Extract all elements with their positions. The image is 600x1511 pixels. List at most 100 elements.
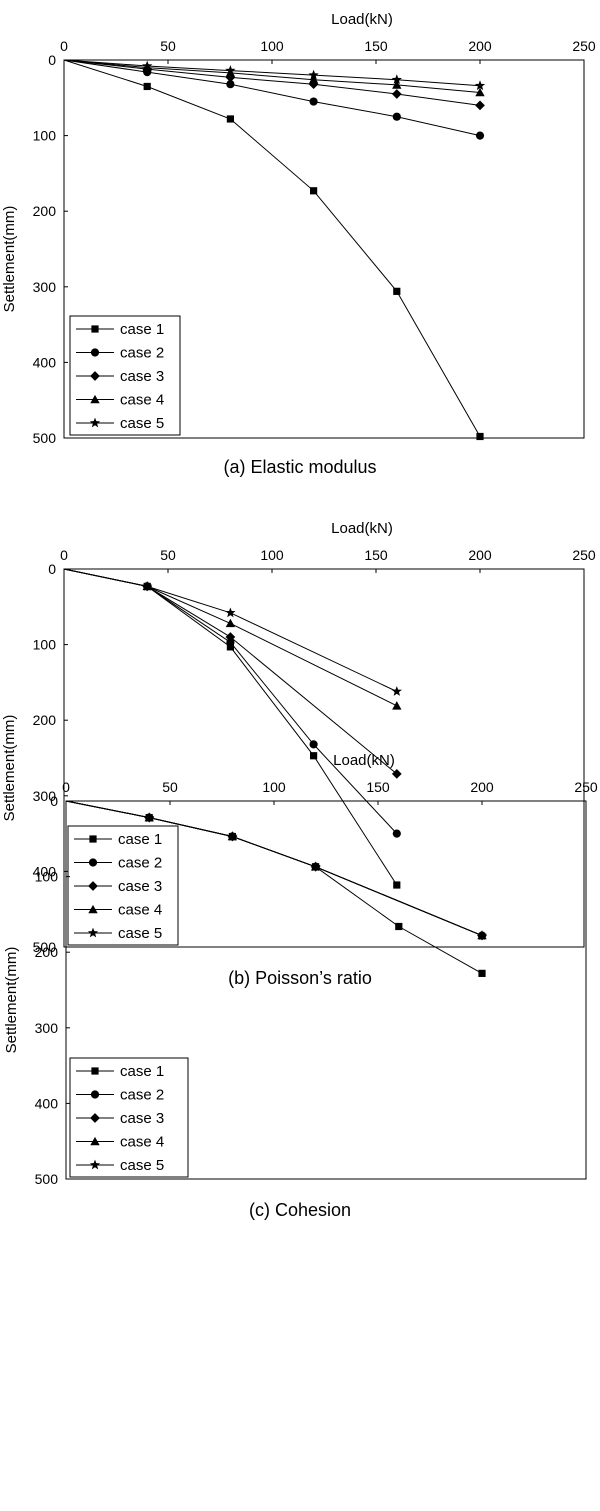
legend: case 1 case 2 case 3 case 4 case 5 [67,825,179,946]
x-tick-label: 150 [366,779,390,795]
data-point [392,701,402,710]
data-point [475,131,485,140]
legend-label: case 2 [120,1087,164,1104]
plot-frame [63,59,585,439]
legend-label: case 4 [118,902,162,919]
series-square [63,59,484,441]
x-tick-label: 150 [364,38,388,54]
y-axis-title: Settlement(mm) [1,715,18,822]
data-point [476,930,488,940]
y-tick-label: 500 [33,939,57,955]
data-point [143,82,151,91]
data-point [392,829,401,838]
legend-marker [89,1159,101,1170]
x-tick-label: 200 [470,779,494,795]
x-tick-label: 50 [162,779,178,795]
legend: case 1 case 2 case 3 case 4 case 5 [69,315,181,436]
data-point [227,831,238,841]
legend-label: case 2 [118,855,162,872]
legend-label: case 3 [120,368,164,385]
legend-marker [90,1113,100,1123]
legend-label: case 5 [120,1157,164,1174]
y-tick-label: 400 [33,863,57,879]
x-tick-label: 250 [574,779,598,795]
data-point [308,74,319,84]
caption: (a) Elastic modulus [223,457,376,477]
y-tick-label: 200 [33,203,57,219]
y-tick-label: 200 [35,944,59,960]
caption: (c) Cohesion [249,1200,351,1220]
data-point [474,80,486,91]
legend-marker [91,325,99,333]
legend-marker [89,835,97,843]
legend-label: case 1 [120,1063,164,1080]
data-point [310,187,318,195]
series-diamond [63,568,402,779]
series-diamond [63,59,485,111]
x-tick-label: 50 [160,38,176,54]
chart-b: Load(kN)0 50 100 150 200 2500100200300400500S… [1,520,596,988]
data-point [309,740,318,749]
series-triangle [63,59,485,97]
x-tick-label: 150 [364,547,388,563]
data-point [226,80,235,89]
x-tick-label: 100 [260,547,284,563]
series-line [63,568,398,692]
series-line [63,59,481,93]
legend-marker [90,394,100,404]
y-tick-label: 100 [33,637,57,653]
x-tick-label: 250 [572,38,596,54]
legend-label: case 2 [120,345,164,362]
y-tick-label: 300 [33,788,57,804]
data-point [391,74,402,85]
data-point [225,607,236,618]
legend-label: case 5 [118,925,162,942]
legend-label: case 5 [120,415,164,432]
legend-marker [88,904,98,914]
legend-label: case 4 [120,1134,164,1151]
caption: (b) Poisson’s ratio [228,968,372,988]
series-star [63,568,402,696]
y-tick-label: 300 [35,1020,59,1036]
series-star [63,59,486,91]
data-point [226,638,235,647]
data-point [393,287,401,295]
data-point [142,60,153,71]
legend-marker [87,927,99,938]
x-tick-label: 100 [260,38,284,54]
data-point [391,686,402,696]
legend-marker [90,348,100,357]
legend-marker [88,858,98,867]
data-point [226,115,234,123]
x-tick-label: 100 [262,779,286,795]
y-axis-title: Settlement(mm) [3,947,20,1054]
plot-frame [63,568,585,948]
data-point [395,922,403,931]
legend-label: case 1 [118,831,162,848]
y-tick-label: 400 [35,1095,59,1111]
data-point [310,752,318,760]
y-tick-label: 0 [48,561,56,577]
y-tick-label: 100 [35,869,59,885]
series-line [63,568,398,775]
y-tick-label: 100 [33,128,57,144]
data-point [475,87,485,97]
data-point [476,432,484,441]
legend-label: case 1 [120,321,164,338]
series-line [63,59,481,437]
data-point [310,861,321,872]
plot-frame [65,800,587,1180]
chart-a: Load(kN) 0 50 100 150 200 250 0 100 200 300 400 500 S… [1,11,596,477]
series-line [63,59,481,106]
data-point [475,100,485,111]
x-tick-label: 200 [468,547,492,563]
y-tick-label: 400 [33,354,57,370]
data-point [225,65,236,75]
legend-marker [91,1067,99,1075]
data-point [309,97,318,106]
x-axis-title: Load(kN) [333,752,395,769]
series-line [63,59,481,137]
series-circle [63,59,485,140]
y-tick-label: 500 [33,430,57,446]
legend-marker [90,1136,100,1146]
